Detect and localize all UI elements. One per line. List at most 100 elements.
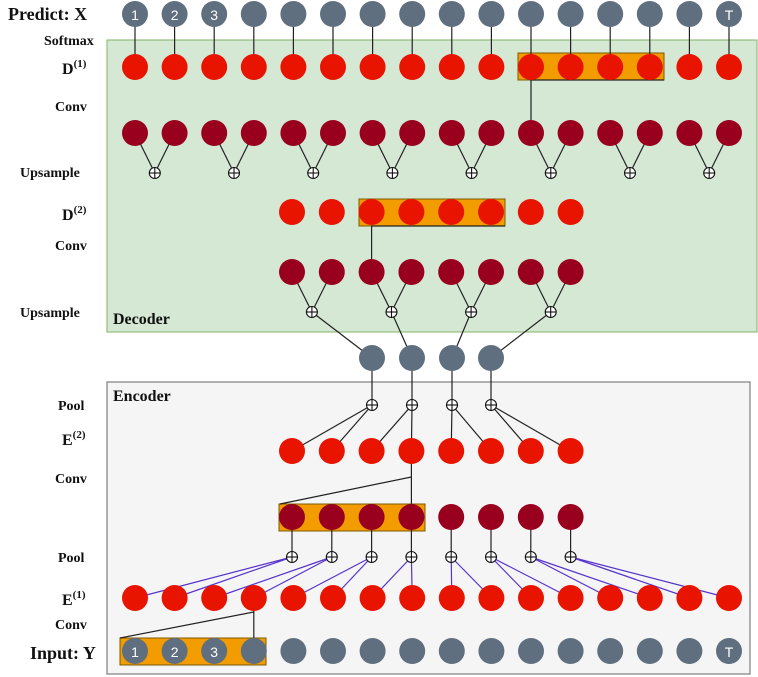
d2-sup: (2) — [74, 204, 87, 216]
d1-node — [280, 54, 307, 80]
input-token — [399, 638, 426, 664]
pool-label-2: Pool — [58, 551, 85, 566]
d2-conv-edge — [371, 225, 505, 272]
input-token-label: 1 — [131, 644, 139, 660]
d2-conv-node — [478, 259, 504, 285]
predict-token-label: 1 — [131, 7, 139, 23]
upsample1-oplus — [544, 166, 557, 180]
e2-node — [398, 438, 425, 464]
upsample1-oplus — [623, 166, 637, 180]
d2-node — [478, 199, 504, 225]
d1-node — [201, 54, 228, 80]
e1-node — [161, 585, 188, 611]
pool2-oplus — [564, 550, 577, 564]
decoder-panel — [106, 39, 758, 333]
upsample1-oplus — [703, 166, 716, 180]
pool1-oplus — [365, 398, 379, 412]
e1-node — [478, 585, 505, 611]
pool2-edge-0 — [134, 556, 293, 599]
nodes: 1 2 3 T 1 2 3 T — [122, 1, 742, 664]
conv-label-2: Conv — [55, 239, 87, 254]
predict-token — [518, 1, 544, 27]
e2-node — [478, 438, 504, 464]
e2-node — [438, 438, 465, 464]
pool2-edge-2 — [214, 556, 332, 599]
d1-node — [122, 54, 148, 80]
d1-conv-node — [161, 120, 188, 146]
pool2-oplus — [325, 550, 338, 564]
predict-token-label: 2 — [171, 7, 179, 23]
upsample1-oplus — [227, 166, 241, 180]
pool2-edge-3 — [253, 556, 333, 599]
e2-node — [279, 438, 305, 464]
input-token-label: 3 — [210, 644, 218, 660]
d1-node — [636, 54, 663, 80]
d2-label: D(2) — [62, 204, 87, 224]
pool1-edge-0 — [291, 404, 373, 452]
e2-conv-node — [318, 504, 345, 530]
pool-label-1: Pool — [58, 399, 85, 414]
d1-conv-node — [716, 120, 742, 146]
input-token-label: 2 — [171, 644, 179, 660]
input-token-label: T — [725, 644, 734, 660]
predict-token — [478, 1, 505, 27]
d1-node — [399, 54, 426, 80]
input-token — [201, 638, 228, 664]
predict-token — [122, 1, 148, 27]
predict-token — [676, 1, 703, 27]
e1-base: E — [62, 592, 73, 609]
e2-node — [517, 438, 544, 464]
d1-node — [320, 54, 346, 80]
e1-node — [122, 585, 148, 611]
input-token — [597, 638, 624, 664]
e1-node — [597, 585, 624, 611]
d1-sup: (1) — [74, 58, 87, 70]
e2-base: E — [62, 432, 73, 449]
d1-conv-node — [478, 120, 505, 146]
input-token — [161, 638, 188, 664]
d1-base: D — [62, 61, 74, 78]
pool2-edge-4 — [293, 556, 372, 599]
pool2-edge-11 — [490, 556, 571, 599]
bottleneck-node — [439, 345, 465, 371]
predict-token — [716, 1, 742, 27]
e2-node — [557, 438, 584, 464]
d1-node — [518, 54, 544, 80]
pool2-oplus — [484, 550, 498, 564]
d2-conv-node — [557, 259, 584, 285]
d1-conv-node — [399, 120, 426, 146]
e1-node — [240, 585, 267, 611]
d2-base: D — [62, 207, 74, 224]
bottleneck-node — [478, 345, 504, 371]
d2-node — [557, 199, 584, 225]
softmax-label: Softmax — [44, 34, 94, 49]
upsample-label-1: Upsample — [20, 166, 80, 181]
d2-node — [279, 199, 305, 225]
conv-label-4: Conv — [55, 618, 87, 633]
predict-token-label: T — [725, 7, 734, 23]
e1-sup: (1) — [73, 589, 86, 601]
e2-conv-node — [478, 504, 504, 530]
input-token — [478, 638, 505, 664]
d1-node — [478, 54, 505, 80]
predict-token — [201, 1, 228, 27]
e1-node — [399, 585, 426, 611]
d1-conv-node — [636, 120, 663, 146]
input-token — [676, 638, 703, 664]
d1-node — [438, 54, 465, 80]
e1-label: E(1) — [62, 589, 86, 609]
predict-token — [597, 1, 624, 27]
bottleneck-node — [359, 345, 385, 371]
decoder-label: Decoder — [113, 311, 170, 328]
e2-conv-node — [279, 504, 305, 530]
input-token — [320, 638, 346, 664]
e2-conv-node — [358, 504, 385, 530]
e2-node — [318, 438, 345, 464]
e2-conv-node — [517, 504, 544, 530]
predict-token — [399, 1, 426, 27]
e1-node — [676, 585, 703, 611]
e2-label: E(2) — [62, 429, 86, 449]
d1-node — [676, 54, 703, 80]
d1-conv-node — [280, 120, 307, 146]
